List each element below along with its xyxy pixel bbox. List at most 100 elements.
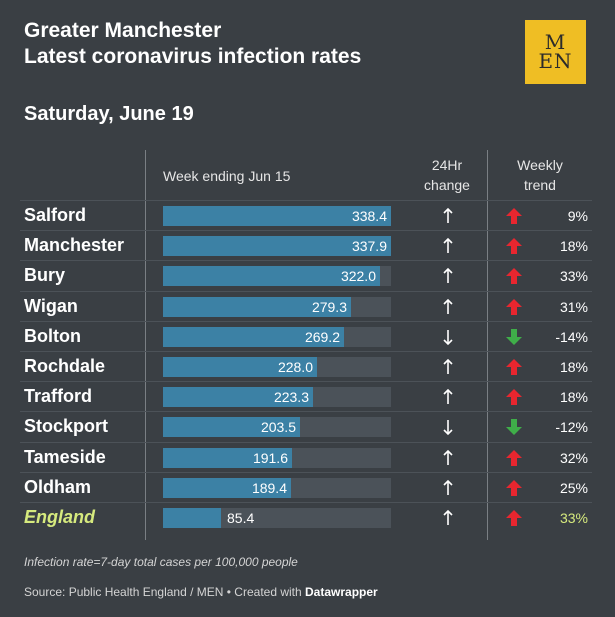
column-divider-right — [487, 150, 488, 540]
bar-value-label: 322.0 — [340, 268, 376, 285]
bar-salford — [163, 206, 391, 226]
bar-track: 269.2 — [163, 326, 391, 347]
row-bury: Bury 322.0 33% — [20, 260, 592, 290]
trend-up-arrow-icon — [505, 298, 523, 316]
header-week: Week ending Jun 15 — [163, 168, 291, 184]
chart-title: Greater Manchester Latest coronavirus in… — [24, 18, 361, 70]
source-tool: Datawrapper — [305, 585, 378, 599]
bar-england — [163, 508, 221, 528]
row-label: Oldham — [24, 476, 92, 497]
trend-up-arrow-icon — [505, 237, 523, 255]
bar-track: 189.4 — [163, 477, 391, 498]
row-tameside: Tameside 191.6 32% — [20, 441, 592, 472]
bar-value-label: 337.9 — [351, 238, 387, 255]
row-wigan: Wigan 279.3 31% — [20, 290, 592, 321]
trend-up-arrow-icon — [505, 509, 523, 527]
bar-value-label: 189.4 — [251, 479, 287, 496]
title-line-2: Latest coronavirus infection rates — [24, 45, 362, 68]
bar-oldham — [163, 477, 291, 498]
change-up-arrow-icon — [438, 206, 458, 226]
change-down-arrow-icon — [438, 417, 458, 437]
trend-down-arrow-icon — [505, 418, 523, 436]
row-label: Bury — [24, 265, 66, 286]
change-up-arrow-icon — [438, 357, 458, 377]
bar-track: 223.3 — [163, 387, 391, 408]
bar-value-label: 279.3 — [311, 298, 347, 315]
change-up-arrow-icon — [438, 508, 458, 528]
change-up-arrow-icon — [438, 266, 458, 286]
row-separator — [20, 381, 592, 383]
report-date: Saturday, June 19 — [24, 103, 194, 125]
trend-up-arrow-icon — [505, 267, 523, 285]
header-trend-line-1: Weekly — [517, 157, 563, 173]
row-label: Tameside — [24, 446, 106, 467]
logo-line-2: EN — [538, 49, 573, 73]
source-text: Source: Public Health England / MEN • Cr… — [24, 585, 306, 599]
logo-line-1: M — [544, 30, 567, 54]
header-change-line-1: 24Hr — [431, 157, 463, 173]
trend-up-arrow-icon — [505, 479, 523, 497]
trend-percent: -14% — [555, 328, 588, 345]
source-line: Source: Public Health England / MEN • Cr… — [24, 585, 378, 599]
row-separator — [20, 260, 592, 262]
row-separator — [20, 411, 592, 413]
header-trend-line-2: trend — [524, 177, 556, 193]
bar-track: 191.6 — [163, 447, 391, 468]
trend-percent: 25% — [559, 479, 588, 496]
bar-trafford — [163, 387, 313, 408]
title-line-1: Greater Manchester — [24, 19, 222, 42]
row-separator — [20, 351, 592, 352]
row-separator — [20, 200, 592, 201]
bar-value-label: 223.3 — [273, 389, 309, 406]
row-manchester: Manchester 337.9 18% — [20, 230, 592, 260]
bar-value-label: 85.4 — [227, 510, 255, 526]
row-rochdale: Rochdale 228.0 18% — [20, 351, 592, 381]
bar-wigan — [163, 296, 351, 317]
trend-percent: 33% — [559, 268, 588, 285]
trend-percent: 31% — [559, 298, 588, 315]
change-up-arrow-icon — [438, 297, 458, 317]
row-separator — [20, 441, 592, 443]
row-oldham: Oldham 189.4 25% — [20, 471, 592, 502]
row-stockport: Stockport 203.5 -12% — [20, 411, 592, 441]
change-up-arrow-icon — [438, 236, 458, 256]
header-weekly-trend: Weekly trend — [500, 155, 580, 195]
header-change-line-2: change — [424, 177, 470, 193]
row-label: Wigan — [24, 295, 78, 316]
bar-rochdale — [163, 357, 317, 377]
change-up-arrow-icon — [438, 387, 458, 407]
bar-track: 228.0 — [163, 357, 391, 377]
trend-up-arrow-icon — [505, 449, 523, 467]
row-label: Trafford — [24, 386, 93, 407]
trend-percent: 18% — [559, 389, 588, 406]
bar-track: 279.3 — [163, 296, 391, 317]
row-label: Salford — [24, 205, 87, 225]
bar-track: 338.4 — [163, 206, 391, 226]
row-separator — [20, 290, 592, 292]
trend-percent: 18% — [559, 238, 588, 255]
bar-value-label: 269.2 — [304, 328, 340, 345]
row-england: England 85.4 33% — [20, 502, 592, 532]
header-24hr-change: 24Hr change — [407, 155, 487, 195]
bar-value-label: 191.6 — [252, 449, 288, 466]
change-up-arrow-icon — [438, 478, 458, 498]
bar-bury — [163, 266, 380, 287]
bar-bolton — [163, 326, 344, 347]
bar-manchester — [163, 236, 391, 257]
trend-up-arrow-icon — [505, 358, 523, 376]
trend-percent: -12% — [555, 419, 588, 436]
row-salford: Salford 338.4 9% — [20, 200, 592, 230]
row-separator — [20, 230, 592, 232]
bar-value-label: 338.4 — [351, 208, 387, 224]
row-separator — [20, 471, 592, 473]
men-logo: M EN — [525, 20, 586, 84]
row-label: Stockport — [24, 416, 109, 437]
row-separator — [20, 502, 592, 503]
bar-tameside — [163, 447, 292, 468]
trend-up-arrow-icon — [505, 388, 523, 406]
trend-down-arrow-icon — [505, 328, 523, 346]
trend-up-arrow-icon — [505, 207, 523, 225]
bar-track: 322.0 — [163, 266, 391, 287]
footnote: Infection rate=7-day total cases per 100… — [24, 555, 298, 569]
bar-value-label: 228.0 — [277, 359, 313, 375]
